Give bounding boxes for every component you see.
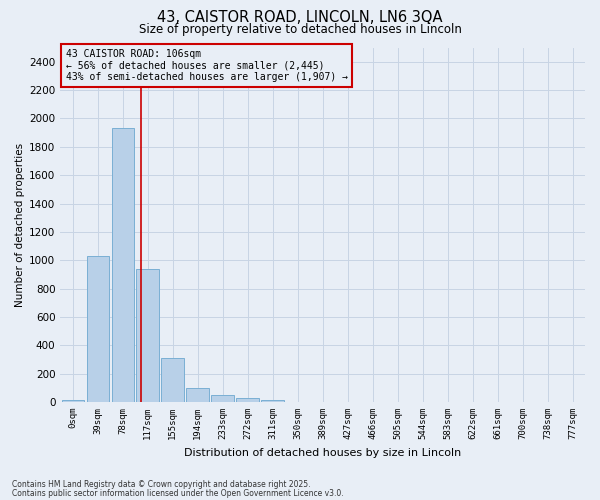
- Bar: [187, 388, 209, 402]
- Y-axis label: Number of detached properties: Number of detached properties: [15, 142, 25, 307]
- Bar: [136, 270, 159, 402]
- Bar: [262, 400, 284, 402]
- Bar: [236, 398, 259, 402]
- Bar: [211, 395, 234, 402]
- Bar: [161, 358, 184, 402]
- Bar: [62, 400, 84, 402]
- Text: 43 CAISTOR ROAD: 106sqm
← 56% of detached houses are smaller (2,445)
43% of semi: 43 CAISTOR ROAD: 106sqm ← 56% of detache…: [65, 50, 347, 82]
- Bar: [86, 256, 109, 402]
- Text: 43, CAISTOR ROAD, LINCOLN, LN6 3QA: 43, CAISTOR ROAD, LINCOLN, LN6 3QA: [157, 10, 443, 25]
- Text: Contains HM Land Registry data © Crown copyright and database right 2025.: Contains HM Land Registry data © Crown c…: [12, 480, 311, 489]
- Text: Contains public sector information licensed under the Open Government Licence v3: Contains public sector information licen…: [12, 489, 344, 498]
- Bar: [112, 128, 134, 402]
- X-axis label: Distribution of detached houses by size in Lincoln: Distribution of detached houses by size …: [184, 448, 461, 458]
- Text: Size of property relative to detached houses in Lincoln: Size of property relative to detached ho…: [139, 22, 461, 36]
